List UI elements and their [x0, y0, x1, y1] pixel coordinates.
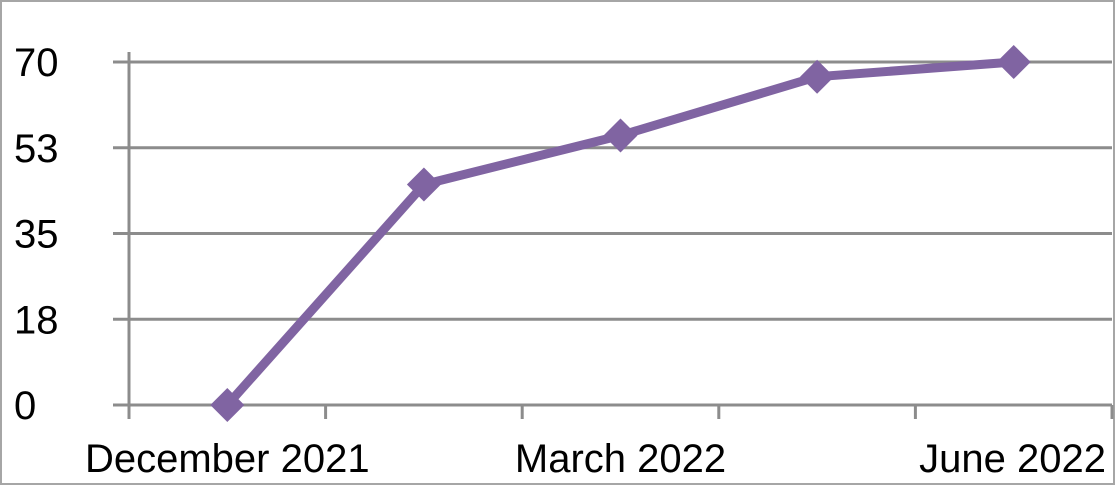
- y-tick-label-4: 70: [14, 41, 59, 85]
- data-point-0: [210, 388, 245, 422]
- data-point-4: [996, 45, 1031, 79]
- series-layer: [210, 45, 1031, 422]
- data-point-3: [800, 59, 835, 94]
- x-tick-label-2: March 2022: [515, 437, 726, 481]
- y-tick-label-1: 18: [14, 298, 59, 342]
- tick-labels: 0 18 35 53 70 December 2021 March 2022 June 202…: [14, 41, 1106, 481]
- y-tick-label-3: 53: [14, 127, 59, 171]
- data-point-2: [603, 118, 638, 153]
- x-tick-label-0: December 2021: [85, 437, 370, 481]
- axes: [113, 52, 1114, 419]
- gridlines: [129, 60, 1112, 321]
- y-tick-label-0: 0: [14, 384, 36, 428]
- y-tick-label-2: 35: [14, 213, 59, 257]
- data-point-1: [406, 167, 441, 202]
- x-tick-label-4: June 2022: [919, 437, 1106, 481]
